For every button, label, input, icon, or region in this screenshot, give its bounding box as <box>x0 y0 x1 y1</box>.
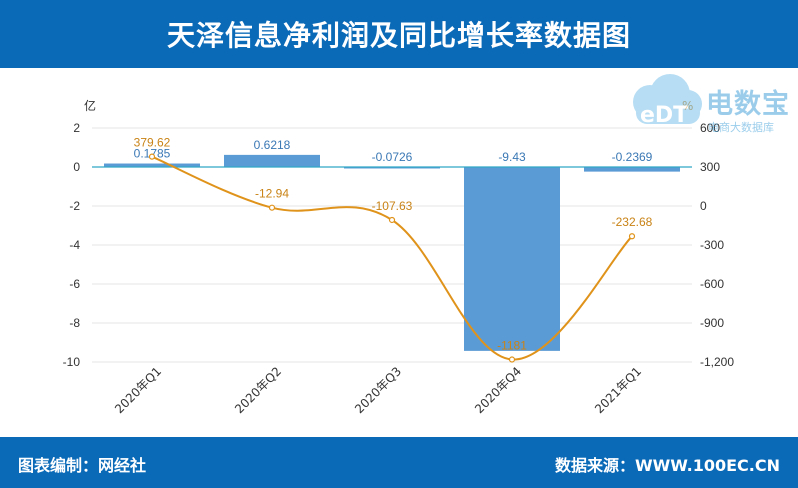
line-point <box>388 216 396 224</box>
left-axis-tick-label: -6 <box>69 277 80 291</box>
left-axis-tick-label: -8 <box>69 316 80 330</box>
bar-data-label: -9.43 <box>498 150 526 164</box>
right-axis-tick-label: -1,200 <box>700 355 734 369</box>
category-label: 2020年Q2 <box>232 364 284 416</box>
line-data-label: 379.62 <box>134 136 171 150</box>
bar-data-label: -0.0726 <box>372 150 413 164</box>
line-data-label: -1181 <box>497 339 527 353</box>
line-data-label: -12.94 <box>255 187 289 201</box>
line-data-label: -232.68 <box>612 215 653 229</box>
line-point <box>628 233 636 240</box>
line-point <box>268 204 276 211</box>
left-axis-tick-label: 2 <box>73 121 80 135</box>
bar-data-label: 0.6218 <box>254 138 291 152</box>
bar-data-label: 0.1785 <box>134 147 171 161</box>
data-source: 数据来源：WWW.100EC.CN <box>554 456 780 475</box>
watermark-logo: eDT 电数宝 电商大数据库 <box>628 72 798 142</box>
category-label: 2020年Q1 <box>112 364 164 416</box>
bar <box>464 167 560 351</box>
watermark-subtext: 电商大数据库 <box>708 121 774 134</box>
left-axis-tick-label: -4 <box>69 238 80 252</box>
watermark-text: 电数宝 <box>706 89 790 120</box>
chart-credit: 图表编制：网经社 <box>18 456 147 475</box>
category-label: 2020年Q3 <box>352 364 404 416</box>
line-point <box>148 153 156 160</box>
left-axis-tick-label: -2 <box>69 199 80 213</box>
watermark-logo-text: eDT <box>640 103 688 128</box>
category-label: 2021年Q1 <box>592 364 644 416</box>
cloud-icon: eDT <box>633 74 702 128</box>
bar <box>104 163 200 167</box>
bar <box>584 167 680 172</box>
line-data-label: -107.63 <box>372 199 413 213</box>
bar <box>344 167 440 169</box>
right-axis-tick-label: -300 <box>700 238 724 252</box>
right-axis-tick-label: 600 <box>700 121 720 135</box>
right-axis-tick-label: 0 <box>700 199 707 213</box>
header-banner: 天泽信息净利润及同比增长率数据图 <box>0 0 798 68</box>
footer-banner: 图表编制：网经社 数据来源：WWW.100EC.CN <box>0 437 798 488</box>
line-point <box>508 356 516 363</box>
growth-rate-line <box>151 155 633 361</box>
left-axis-unit: 亿 <box>84 98 96 113</box>
bar <box>224 154 320 167</box>
left-axis-tick-label: 0 <box>73 160 80 174</box>
right-axis-tick-label: -900 <box>700 316 724 330</box>
right-axis-tick-label: -600 <box>700 277 724 291</box>
right-axis-tick-label: 300 <box>700 160 720 174</box>
category-label: 2020年Q4 <box>472 364 524 416</box>
bar-data-label: -0.2369 <box>612 150 653 164</box>
chart-title: 天泽信息净利润及同比增长率数据图 <box>166 19 631 52</box>
chart: 20-2-4-6-8-106003000-300-600-900-1,200亿%… <box>63 98 735 416</box>
left-axis-tick-label: -10 <box>63 355 81 369</box>
